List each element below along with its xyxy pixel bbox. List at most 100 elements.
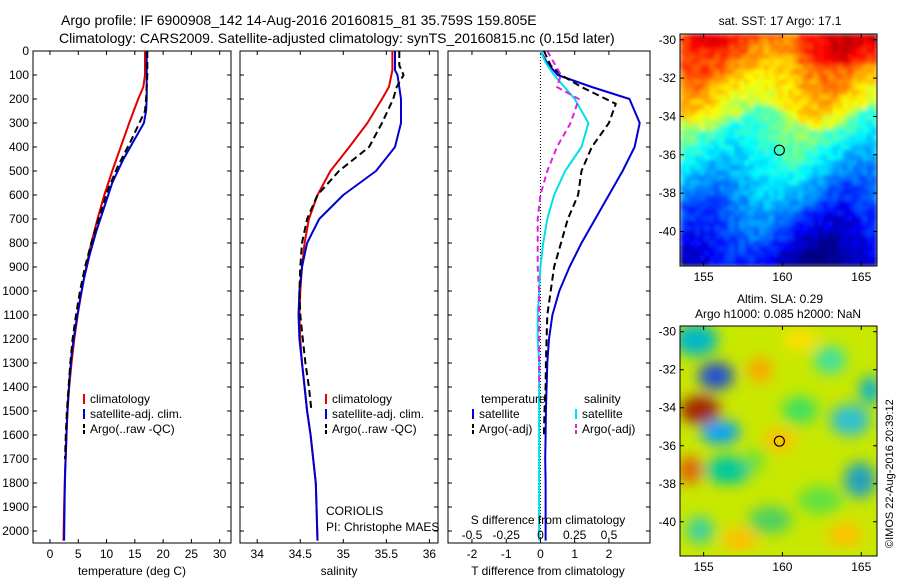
- sst-cell: [808, 150, 814, 156]
- y-tick-label: -38: [659, 186, 677, 200]
- sst-cell: [808, 195, 814, 202]
- sst-cell: [709, 190, 716, 196]
- sst-cell: [773, 155, 780, 161]
- sst-cell: [788, 245, 794, 252]
- sst-cell: [714, 215, 720, 222]
- sst-cell: [744, 205, 750, 212]
- sst-cell: [768, 200, 775, 207]
- sst-cell: [803, 129, 809, 136]
- sst-cell: [778, 260, 785, 266]
- sst-cell: [862, 180, 868, 186]
- sst-cell: [709, 34, 716, 40]
- sst-cell: [803, 195, 809, 202]
- sst-cell: [862, 240, 868, 247]
- sst-cell: [734, 119, 740, 126]
- sst-cell: [729, 210, 735, 217]
- sst-cell: [798, 144, 804, 151]
- sst-cell: [803, 240, 809, 247]
- sst-cell: [827, 195, 834, 202]
- sst-cell: [872, 49, 877, 55]
- sst-cell: [862, 200, 868, 207]
- sst-cell: [827, 144, 834, 151]
- sst-cell: [827, 240, 834, 247]
- sst-cell: [709, 109, 716, 116]
- sst-cell: [739, 245, 745, 252]
- sst-cell: [788, 170, 794, 176]
- sst-cell: [689, 200, 696, 207]
- sst-cell: [808, 104, 814, 111]
- sst-cell: [783, 44, 789, 50]
- sst-cell: [872, 205, 877, 212]
- sst-cell: [719, 160, 725, 166]
- sst-cell: [837, 165, 844, 171]
- sst-cell: [817, 150, 824, 156]
- sst-cell: [798, 99, 804, 106]
- sst-cell: [758, 119, 765, 126]
- sst-cell: [734, 235, 740, 242]
- sst-cell: [763, 205, 770, 212]
- sla-anomaly: [704, 456, 752, 484]
- sst-cell: [812, 34, 819, 40]
- sst-cell: [783, 119, 789, 126]
- sst-cell: [758, 150, 765, 156]
- sst-cell: [724, 124, 730, 131]
- sst-cell: [704, 250, 711, 257]
- sst-cell: [862, 225, 868, 232]
- sst-cell: [867, 190, 873, 196]
- sst-cell: [724, 235, 730, 242]
- sst-cell: [852, 64, 858, 70]
- sst-cell: [862, 210, 868, 217]
- sst-cell: [847, 250, 853, 257]
- sst-cell: [753, 215, 760, 222]
- sst-cell: [709, 260, 716, 266]
- sst-cell: [748, 124, 755, 131]
- sst-cell: [689, 144, 696, 151]
- sst-cell: [832, 64, 839, 70]
- sst-cell: [862, 39, 868, 45]
- sst-cell: [798, 84, 804, 91]
- sst-cell: [768, 34, 775, 40]
- sst-cell: [684, 99, 691, 106]
- sst-cell: [739, 84, 745, 91]
- sst-cell: [689, 104, 696, 111]
- sst-cell: [680, 34, 686, 40]
- sst-cell: [812, 230, 819, 237]
- sst-cell: [793, 200, 799, 207]
- sst-cell: [778, 255, 785, 262]
- sst-cell: [709, 150, 716, 156]
- sst-cell: [798, 155, 804, 161]
- sst-cell: [788, 129, 794, 136]
- sst-cell: [729, 195, 735, 202]
- sst-cell: [748, 134, 755, 141]
- sst-cell: [832, 99, 839, 106]
- sst-cell: [773, 109, 780, 116]
- sst-cell: [729, 260, 735, 266]
- sst-cell: [827, 119, 834, 126]
- sst-cell: [798, 44, 804, 50]
- sst-cell: [842, 134, 849, 141]
- sst-cell: [773, 129, 780, 136]
- sst-cell: [758, 114, 765, 121]
- sst-cell: [862, 114, 868, 121]
- sst-cell: [768, 54, 775, 60]
- sst-cell: [680, 139, 686, 146]
- sst-cell: [847, 230, 853, 237]
- sst-cell: [739, 235, 745, 242]
- sst-cell: [778, 39, 785, 45]
- sst-cell: [699, 109, 706, 116]
- sst-cell: [694, 210, 701, 217]
- sst-cell: [817, 220, 824, 227]
- sst-cell: [739, 215, 745, 222]
- sst-cell: [714, 79, 720, 86]
- sst-cell: [758, 215, 765, 222]
- sst-cell: [827, 84, 834, 91]
- sst-cell: [739, 250, 745, 257]
- sst-cell: [714, 114, 720, 121]
- sst-cell: [803, 84, 809, 91]
- sst-cell: [852, 195, 858, 202]
- sst-cell: [842, 114, 849, 121]
- sst-cell: [773, 220, 780, 227]
- sst-cell: [699, 160, 706, 166]
- sst-cell: [719, 44, 725, 50]
- sst-cell: [753, 220, 760, 227]
